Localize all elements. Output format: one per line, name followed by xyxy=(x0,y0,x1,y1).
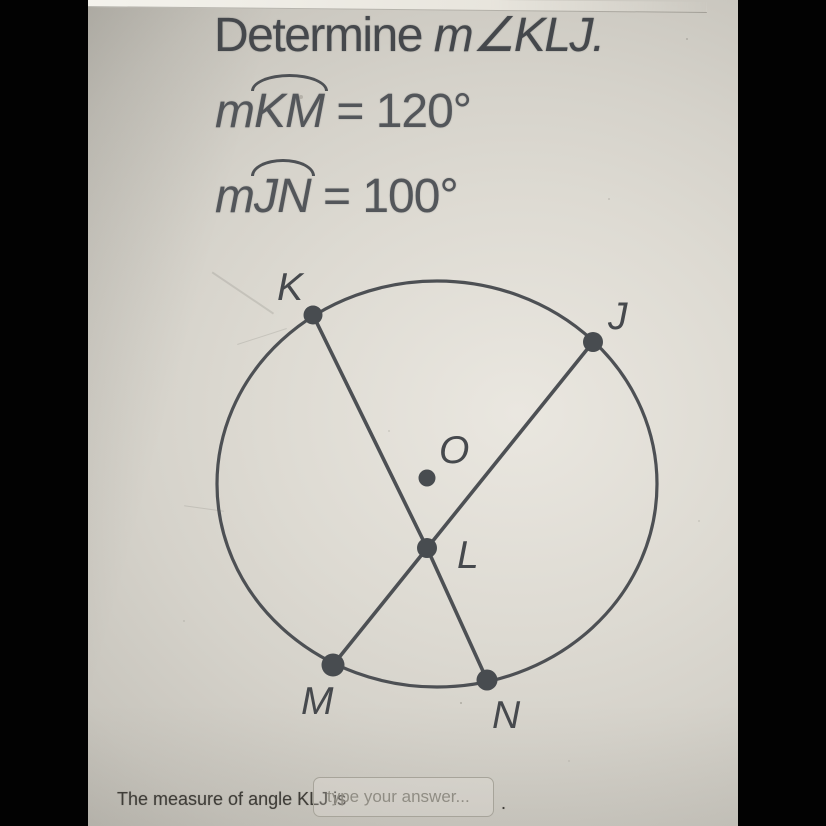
given-KM-arcwrap: KM xyxy=(250,74,328,139)
label-M: M xyxy=(301,680,334,723)
given-arc-JN: m JN = 100° xyxy=(215,159,459,224)
given-KM-value: = 120° xyxy=(323,85,472,138)
point-K-dot xyxy=(303,305,323,325)
circle-diagram: K J O L M N xyxy=(215,266,659,737)
given-JN-value: = 100° xyxy=(310,170,459,223)
point-L-dot xyxy=(417,538,437,558)
chord-JM xyxy=(331,340,595,667)
label-L: L xyxy=(457,534,479,577)
given-KM-letters: KM xyxy=(253,85,325,138)
given-KM-var: m xyxy=(215,85,255,138)
answer-prompt-label: The measure of angle KLJ is xyxy=(117,789,347,809)
question-title-math: m∠KLJ. xyxy=(433,9,606,62)
chord-KN xyxy=(311,314,489,681)
label-J: J xyxy=(607,295,628,338)
photo-noise-specks xyxy=(88,0,90,2)
given-arc-KM: m KM = 120° xyxy=(215,74,472,139)
point-M-dot xyxy=(321,653,345,677)
quiz-page: Determine m∠KLJ. m KM = 120° m JN = 100° K… xyxy=(88,0,738,826)
question-title-prefix: Determine xyxy=(214,9,434,62)
given-JN-arcwrap: JN xyxy=(250,159,315,224)
center-O-dot xyxy=(418,469,436,487)
point-J-dot xyxy=(583,332,603,352)
given-JN-letters: JN xyxy=(253,170,312,223)
point-N-dot xyxy=(476,669,498,691)
label-K: K xyxy=(277,266,305,309)
question-title: Determine m∠KLJ. xyxy=(214,7,606,63)
given-JN-var: m xyxy=(215,170,255,223)
answer-prompt-suffix: . xyxy=(501,793,507,813)
label-N: N xyxy=(492,694,521,737)
label-O: O xyxy=(439,429,469,472)
answer-input[interactable] xyxy=(313,777,494,817)
circle-outline xyxy=(215,279,659,689)
